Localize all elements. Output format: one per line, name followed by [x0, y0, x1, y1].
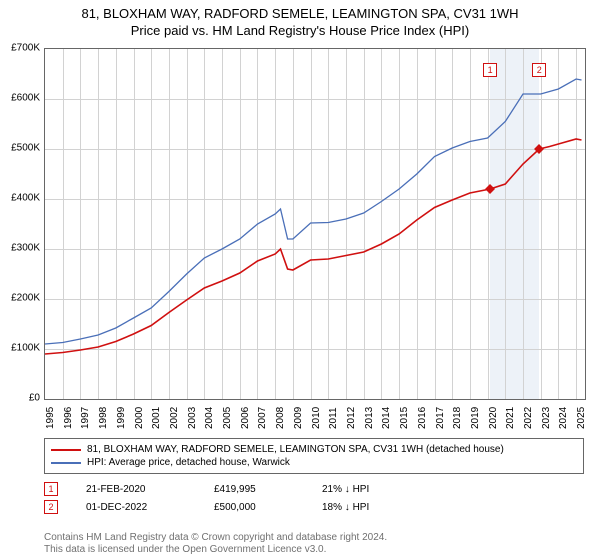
x-tick-label: 2020: [488, 407, 499, 429]
series-hpi: [45, 79, 582, 344]
sale-date: 01-DEC-2022: [86, 502, 186, 513]
x-tick-label: 1999: [116, 407, 127, 429]
sale-number-box: 1: [44, 482, 58, 496]
x-tick-label: 2013: [364, 407, 375, 429]
x-tick-label: 2017: [435, 407, 446, 429]
title-line-1: 81, BLOXHAM WAY, RADFORD SEMELE, LEAMING…: [0, 6, 600, 23]
sale-date: 21-FEB-2020: [86, 484, 186, 495]
sale-marker-label: 1: [483, 63, 497, 77]
x-tick-label: 2018: [452, 407, 463, 429]
y-tick-label: £200K: [0, 293, 40, 304]
sale-marker-label: 2: [532, 63, 546, 77]
x-tick-label: 2016: [417, 407, 428, 429]
chart-title: 81, BLOXHAM WAY, RADFORD SEMELE, LEAMING…: [0, 0, 600, 40]
x-tick-label: 2025: [576, 407, 587, 429]
y-tick-label: £700K: [0, 43, 40, 54]
x-tick-label: 2002: [169, 407, 180, 429]
x-tick-label: 2011: [328, 407, 339, 429]
sale-diff: 18% ↓ HPI: [322, 502, 369, 513]
x-tick-label: 2007: [257, 407, 268, 429]
legend-label: 81, BLOXHAM WAY, RADFORD SEMELE, LEAMING…: [87, 444, 504, 455]
sale-price: £419,995: [214, 484, 294, 495]
x-tick-label: 2012: [346, 407, 357, 429]
y-tick-label: £100K: [0, 343, 40, 354]
x-tick-label: 2024: [558, 407, 569, 429]
legend-swatch: [51, 462, 81, 464]
x-tick-label: 2010: [311, 407, 322, 429]
x-tick-label: 2005: [222, 407, 233, 429]
sale-price: £500,000: [214, 502, 294, 513]
legend-swatch: [51, 449, 81, 451]
y-tick-label: £0: [0, 393, 40, 404]
footer-line-1: Contains HM Land Registry data © Crown c…: [44, 532, 387, 544]
title-line-2: Price paid vs. HM Land Registry's House …: [0, 23, 600, 40]
legend: 81, BLOXHAM WAY, RADFORD SEMELE, LEAMING…: [44, 438, 584, 474]
x-tick-label: 2004: [204, 407, 215, 429]
sales-table: 1 21-FEB-2020 £419,995 21% ↓ HPI 2 01-DEC-202…: [44, 480, 584, 516]
legend-item: HPI: Average price, detached house, Warw…: [51, 456, 577, 469]
legend-item: 81, BLOXHAM WAY, RADFORD SEMELE, LEAMING…: [51, 443, 577, 456]
x-tick-label: 2006: [240, 407, 251, 429]
x-tick-label: 2009: [293, 407, 304, 429]
x-tick-label: 1995: [45, 407, 56, 429]
x-tick-label: 2014: [381, 407, 392, 429]
x-tick-label: 2022: [523, 407, 534, 429]
x-tick-label: 1997: [80, 407, 91, 429]
x-tick-label: 2000: [134, 407, 145, 429]
line-chart: 1995199619971998199920002001200220032004…: [44, 48, 586, 400]
x-tick-label: 2021: [505, 407, 516, 429]
x-tick-label: 1998: [98, 407, 109, 429]
x-tick-label: 1996: [63, 407, 74, 429]
x-tick-label: 2001: [151, 407, 162, 429]
x-tick-label: 2019: [470, 407, 481, 429]
chart-lines: [45, 49, 585, 399]
y-tick-label: £600K: [0, 93, 40, 104]
y-tick-label: £300K: [0, 243, 40, 254]
x-tick-label: 2015: [399, 407, 410, 429]
sale-row: 1 21-FEB-2020 £419,995 21% ↓ HPI: [44, 480, 584, 498]
series-property: [45, 139, 582, 354]
footer-line-2: This data is licensed under the Open Gov…: [44, 544, 387, 556]
x-tick-label: 2023: [541, 407, 552, 429]
sale-number-box: 2: [44, 500, 58, 514]
x-tick-label: 2003: [187, 407, 198, 429]
x-tick-label: 2008: [275, 407, 286, 429]
y-tick-label: £400K: [0, 193, 40, 204]
sale-diff: 21% ↓ HPI: [322, 484, 369, 495]
footer-attribution: Contains HM Land Registry data © Crown c…: [44, 532, 387, 556]
legend-label: HPI: Average price, detached house, Warw…: [87, 457, 290, 468]
sale-row: 2 01-DEC-2022 £500,000 18% ↓ HPI: [44, 498, 584, 516]
y-tick-label: £500K: [0, 143, 40, 154]
